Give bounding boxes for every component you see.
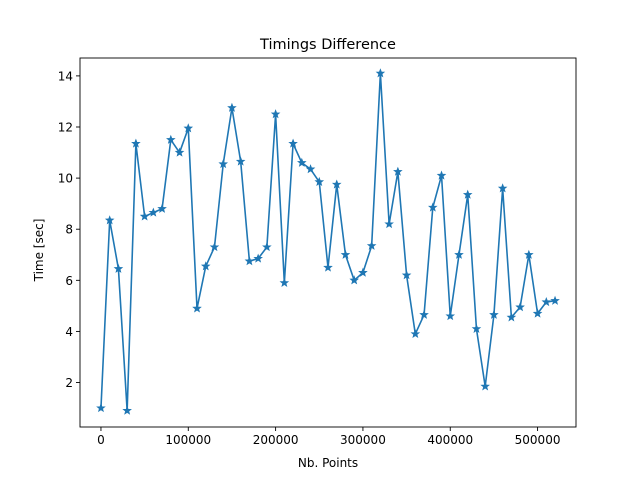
y-tick-label: 4: [65, 325, 73, 339]
plot-area: [96, 68, 560, 415]
y-tick-label: 6: [65, 274, 73, 288]
y-axis-ticks: 2 4 6 8 10 12 14: [58, 69, 80, 390]
data-point-marker: [139, 211, 150, 221]
x-tick-label: 200000: [253, 433, 299, 447]
data-point-marker: [349, 275, 359, 285]
data-point-marker: [166, 134, 176, 144]
data-point-marker: [384, 219, 394, 229]
data-point-marker: [401, 270, 412, 280]
data-point-marker: [113, 263, 124, 273]
x-tick-label: 300000: [340, 433, 386, 447]
y-tick-label: 8: [65, 223, 73, 237]
data-point-marker: [96, 403, 106, 413]
data-point-marker: [297, 157, 307, 167]
data-point-marker: [235, 156, 246, 166]
data-point-marker: [323, 262, 333, 272]
data-point-marker: [200, 261, 211, 271]
data-point-marker: [550, 295, 560, 305]
series-markers: [96, 68, 560, 415]
data-point-marker: [279, 277, 290, 287]
data-point-marker: [104, 215, 115, 225]
data-point-marker: [244, 256, 255, 266]
data-point-marker: [314, 176, 325, 187]
data-point-marker: [532, 308, 543, 318]
data-point-marker: [209, 242, 220, 252]
data-point-marker: [131, 138, 141, 148]
data-point-marker: [218, 159, 229, 169]
data-point-marker: [462, 189, 473, 199]
data-point-marker: [288, 138, 298, 148]
x-axis-label: Nb. Points: [298, 456, 358, 470]
data-point-marker: [524, 249, 534, 259]
x-tick-label: 100000: [165, 433, 211, 447]
y-tick-label: 14: [58, 69, 73, 83]
x-tick-label: 500000: [515, 433, 561, 447]
data-point-marker: [148, 207, 159, 217]
chart-title: Timings Difference: [259, 37, 396, 53]
data-point-marker: [122, 405, 132, 415]
data-point-marker: [427, 202, 438, 212]
data-point-marker: [375, 68, 386, 78]
data-point-marker: [541, 297, 552, 307]
data-point-marker: [192, 303, 202, 313]
data-point-marker: [410, 328, 421, 339]
data-point-marker: [331, 179, 342, 189]
data-point-marker: [506, 312, 517, 322]
data-point-marker: [497, 183, 508, 193]
data-point-marker: [436, 170, 447, 180]
data-point-marker: [489, 309, 499, 319]
data-point-marker: [419, 309, 429, 319]
data-point-marker: [183, 123, 194, 133]
y-tick-label: 12: [58, 120, 73, 134]
data-point-marker: [174, 147, 185, 157]
data-point-marker: [393, 166, 403, 176]
data-point-marker: [253, 253, 263, 263]
data-point-marker: [227, 102, 237, 112]
x-tick-label: 0: [97, 433, 105, 447]
axes-frame: [79, 57, 577, 428]
data-point-marker: [445, 311, 456, 321]
data-point-marker: [262, 242, 272, 252]
data-point-marker: [515, 302, 525, 312]
x-axis-ticks: 0 100000 200000 300000 400000 500000: [97, 427, 560, 447]
y-axis-label: Time [sec]: [32, 219, 46, 283]
data-point-marker: [157, 203, 167, 213]
x-tick-label: 400000: [427, 433, 473, 447]
data-point-marker: [305, 164, 316, 174]
y-tick-label: 10: [58, 172, 73, 186]
data-point-marker: [480, 381, 490, 391]
data-point-marker: [340, 249, 351, 259]
data-point-marker: [471, 323, 482, 333]
data-point-marker: [366, 240, 377, 250]
data-point-marker: [358, 267, 368, 277]
y-tick-label: 2: [65, 376, 73, 390]
data-point-marker: [270, 109, 281, 119]
data-point-marker: [454, 249, 464, 259]
